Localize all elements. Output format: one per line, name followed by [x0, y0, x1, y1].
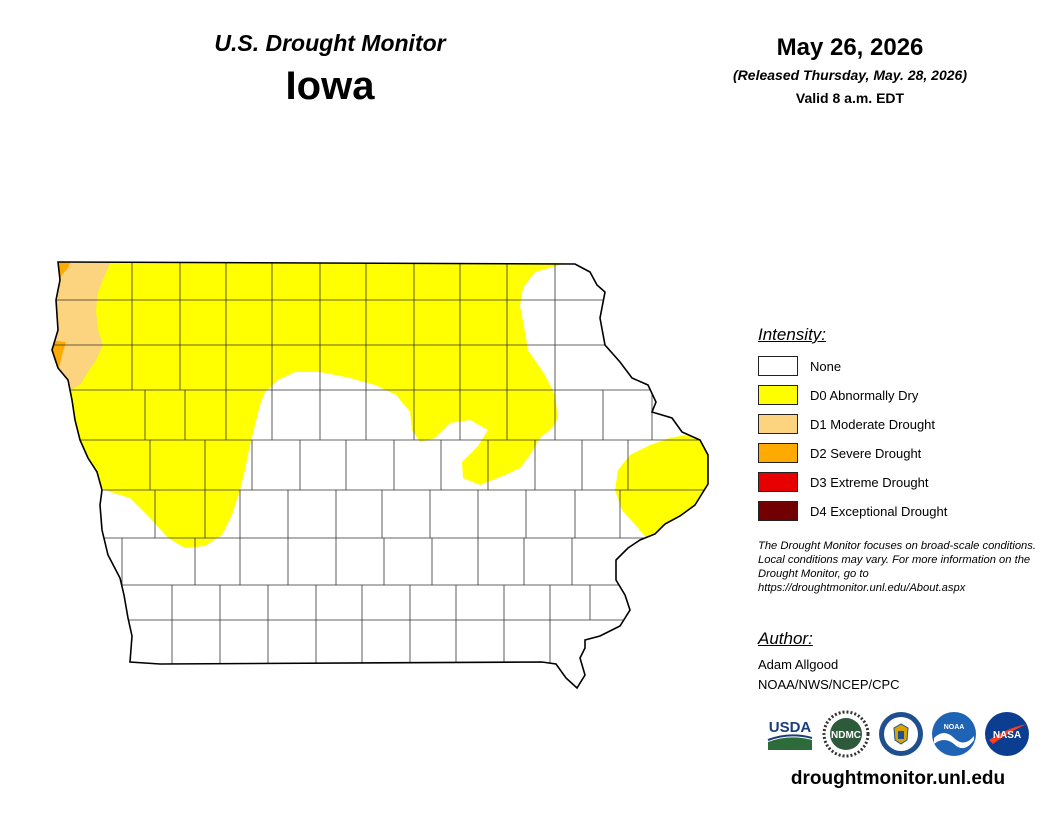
legend-item-d0: D0 Abnormally Dry [758, 384, 918, 406]
map-title: U.S. Drought Monitor [214, 30, 446, 56]
legend-swatch [758, 501, 798, 521]
legend-label: D0 Abnormally Dry [810, 387, 919, 403]
legend-label: D1 Moderate Drought [810, 416, 936, 432]
usda-logo: USDA [767, 719, 813, 750]
legend-title: Intensity: [758, 325, 827, 344]
usda-logo-text: USDA [769, 719, 812, 736]
commerce-seal-logo [879, 712, 923, 756]
author-heading: Author: [758, 629, 813, 648]
legend-label: D3 Extreme Drought [810, 474, 929, 490]
disclaimer-note: The Drought Monitor focuses on broad-sca… [758, 540, 1036, 594]
author-name: Adam Allgood [758, 657, 839, 672]
valid-time: Valid 8 a.m. EDT [795, 90, 905, 106]
ndmc-logo: NDMC [822, 710, 870, 758]
legend-item-d4: D4 Exceptional Drought [758, 500, 947, 522]
legend-label: D2 Severe Drought [810, 445, 922, 461]
map-date: May 26, 2026 [776, 34, 924, 61]
release-date: (Released Thursday, May. 28, 2026) [733, 67, 967, 83]
legend-item-d1: D1 Moderate Drought [758, 413, 935, 435]
county-boundaries [52, 262, 708, 664]
d1-area-northwest [52, 262, 112, 390]
legend-item-none: None [758, 355, 841, 377]
legend-swatch [758, 443, 798, 463]
iowa-state-border [51, 261, 709, 690]
legend-label: D4 Exceptional Drought [810, 503, 948, 519]
noaa-logo: NOAA [932, 712, 976, 756]
legend-label: None [810, 358, 842, 374]
state-name: Iowa [285, 64, 375, 108]
ndmc-logo-text: NDMC [831, 730, 861, 741]
nasa-logo-text: NASA [993, 730, 1021, 741]
website-url[interactable]: droughtmonitor.unl.edu [790, 768, 1006, 789]
legend-swatch [758, 385, 798, 405]
legend-swatch [758, 414, 798, 434]
author-organization: NOAA/NWS/NCEP/CPC [758, 677, 900, 692]
legend-swatch [758, 356, 798, 376]
legend-item-d3: D3 Extreme Drought [758, 471, 929, 493]
legend-item-d2: D2 Severe Drought [758, 442, 921, 464]
nasa-logo: NASA [985, 712, 1029, 756]
legend-swatch [758, 472, 798, 492]
noaa-logo-text: NOAA [944, 724, 965, 731]
